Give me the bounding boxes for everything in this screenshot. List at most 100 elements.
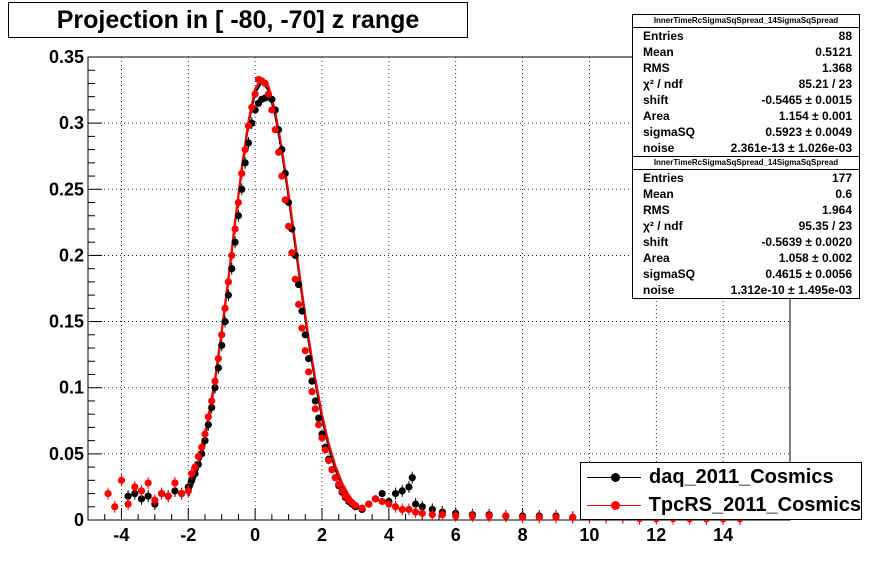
data-point-tpcrs [405,505,413,514]
data-point-tpcrs [211,377,219,385]
x-tick-label: -4 [113,525,129,545]
x-tick-label: 2 [317,525,327,545]
data-point-tpcrs [251,90,259,98]
data-point-tpcrs [335,480,343,488]
stats-value: -0.5465 ± 0.0015 [761,93,852,107]
data-point-daq [131,489,139,498]
data-point-tpcrs [311,405,319,413]
data-point-tpcrs [228,251,236,260]
data-point-tpcrs [452,512,460,520]
data-point-tpcrs [241,146,249,154]
data-point-tpcrs [371,495,380,503]
stats-value: 1.312e-10 ± 1.495e-03 [730,283,852,297]
data-point-tpcrs [261,79,269,88]
data-point-tpcrs [218,331,226,339]
data-point-daq [268,95,276,103]
stats-value: 1.154 ± 0.001 [778,109,852,123]
data-point-daq [171,487,179,495]
data-point-tpcrs [111,503,119,511]
data-point-daq [408,474,416,482]
data-point-daq [241,159,249,167]
data-point-tpcrs [315,421,323,429]
x-tick-label: -2 [180,525,196,545]
data-point-tpcrs [151,496,159,504]
data-point-tpcrs [485,512,493,520]
x-tick-label: 12 [646,525,666,545]
stats-row-rms: RMS 1.368 [633,60,859,76]
data-point-tpcrs [518,513,527,521]
legend-label: daq_2011_Cosmics [649,465,834,488]
data-point-tpcrs [308,388,316,396]
stats-row-entries: Entries 88 [633,28,859,44]
data-point-tpcrs [137,487,146,495]
data-point-daq [301,331,309,339]
stats-row-chi2: χ² / ndf 85.21 / 23 [633,76,859,92]
data-point-daq [298,307,306,315]
data-point-tpcrs [378,497,386,506]
data-point-daq [204,421,212,429]
data-point-daq [221,317,229,326]
data-point-tpcrs [328,466,336,474]
data-point-daq [224,291,232,299]
data-point-tpcrs [438,511,446,519]
legend-entry-tpcrs: TpcRS_2011_Cosmics [581,491,861,519]
stats-row-sigmasq: sigmaSQ 0.4615 ± 0.0056 [633,266,859,282]
data-point-tpcrs [295,300,303,308]
data-point-daq [305,355,313,363]
data-point-tpcrs [204,413,212,421]
stats-value: 88 [838,29,852,43]
data-point-tpcrs [468,512,477,520]
stats-value: 2.361e-13 ± 1.026e-03 [730,141,852,155]
stats-value: 0.4615 ± 0.0056 [765,267,852,281]
x-tick-label: 0 [250,525,260,545]
y-tick-label: 0.1 [59,378,84,398]
data-point-tpcrs [418,509,426,517]
stats-label: RMS [643,61,670,75]
stats-value: 85.21 / 23 [798,77,852,91]
data-point-tpcrs [365,500,373,508]
data-point-tpcrs [301,347,309,355]
data-point-tpcrs [124,500,132,508]
y-tick-label: 0 [74,510,84,530]
data-point-daq [378,489,386,498]
x-tick-label: 14 [713,525,733,545]
data-point-tpcrs [385,500,393,508]
data-point-daq [234,212,243,220]
data-point-tpcrs [157,489,166,498]
data-point-daq [137,495,146,503]
stats-label: sigmaSQ [643,267,696,281]
data-point-tpcrs [331,474,339,482]
data-point-tpcrs [234,198,243,207]
data-point-daq [311,397,319,405]
data-point-tpcrs [278,172,286,180]
stats-label: χ² / ndf [643,219,683,233]
data-point-tpcrs [535,513,543,521]
data-point-tpcrs [231,225,239,233]
stats-row-shift: shift -0.5465 ± 0.0015 [633,92,859,108]
chart-legend: daq_2011_Cosmics TpcRS_2011_Cosmics [580,462,862,520]
data-point-tpcrs [171,479,179,487]
x-tick-label: 4 [384,525,394,545]
stats-row-sigmasq: sigmaSQ 0.5923 ± 0.0049 [633,124,859,140]
stats-label: Mean [643,187,674,201]
legend-label: TpcRS_2011_Cosmics [648,493,861,516]
data-point-tpcrs [104,489,112,498]
stats-label: Mean [643,45,674,59]
y-tick-label: 0.3 [59,113,84,133]
data-point-tpcrs [298,324,306,332]
stats-row-noise: noise 2.361e-13 ± 1.026e-03 [633,140,859,156]
data-point-tpcrs [318,434,326,442]
stats-value: 1.368 [821,61,852,75]
stats-row-mean: Mean 0.5121 [633,44,859,60]
data-point-daq [228,265,236,273]
data-point-tpcrs [248,103,256,111]
stats-label: χ² / ndf [643,77,683,91]
stats-row-entries: Entries 177 [633,170,859,186]
stats-label: Area [643,251,670,265]
stats-box-title: InnerTimeRcSigmaSqSpread_14SigmaSqSpread [633,15,859,28]
data-point-tpcrs [178,489,186,498]
y-tick-label: 0.25 [49,179,84,199]
stats-label: noise [643,141,675,155]
data-point-daq [398,487,406,495]
data-point-tpcrs [271,126,279,134]
